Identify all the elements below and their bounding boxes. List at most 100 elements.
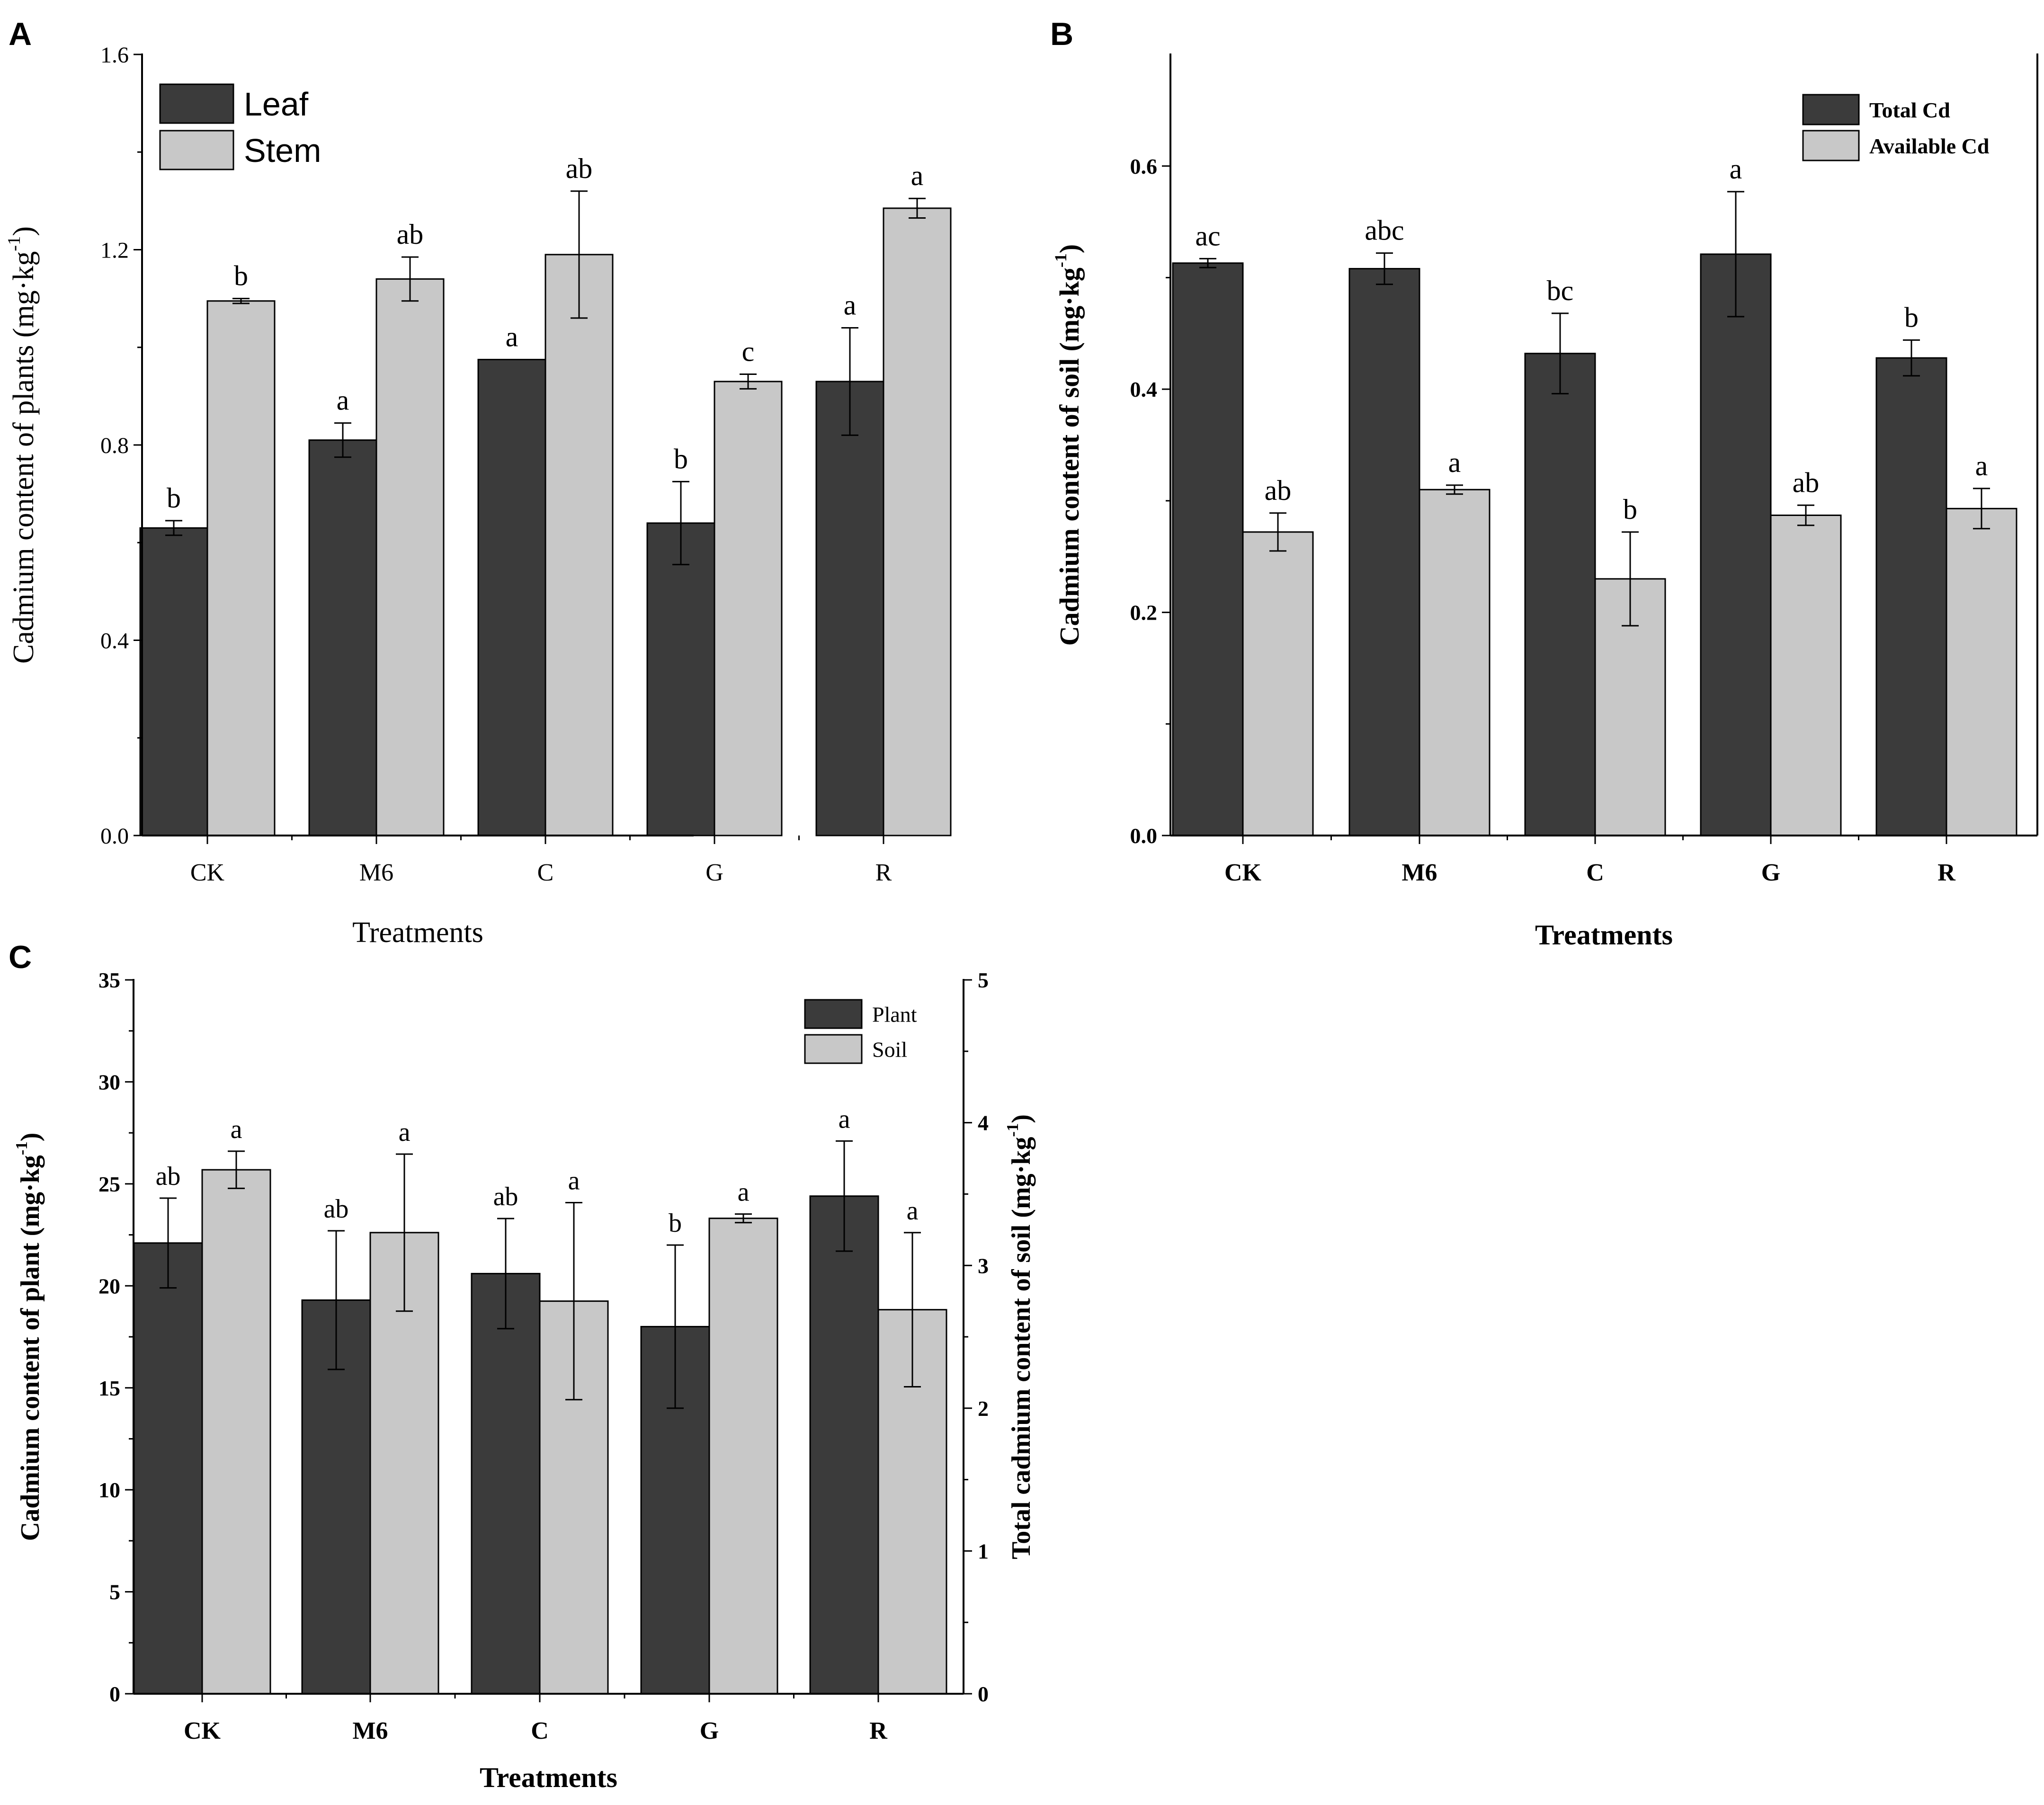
bar-stem-m6: [375, 278, 445, 836]
y-tick-label: 15: [98, 1376, 120, 1400]
bar-leaf-m6: [308, 439, 377, 836]
y-tick-label: 0.0: [1130, 824, 1158, 848]
x-axis-label: Treatments: [352, 916, 483, 949]
y-axis-label: Cadmium content of plant (mg·kg-1): [12, 1133, 45, 1541]
y-axis-label-superscript: -1: [12, 1141, 31, 1155]
significance-letter: a: [844, 290, 857, 321]
bar-plant-ck: [133, 1242, 203, 1695]
legend-swatch-available-cd: [1802, 130, 1860, 161]
significance-letter: a: [399, 1118, 411, 1147]
y2-axis-label-text: Total cadmium content of soil (mg·kg: [1007, 1137, 1036, 1559]
bar-stem-c: [544, 254, 614, 836]
significance-letter: a: [911, 160, 924, 191]
y-axis-label-superscript: -1: [4, 236, 24, 251]
x-axis-label: Treatments: [480, 1762, 617, 1793]
y2-tick-label: 2: [978, 1396, 989, 1421]
legend-swatch-total-cd: [1802, 94, 1860, 125]
y2-axis-label-superscript: -1: [1003, 1123, 1022, 1137]
significance-letter: bc: [1547, 275, 1574, 306]
x-axis-label: Treatments: [1535, 919, 1673, 951]
bar-available-cd-ck: [1242, 531, 1314, 836]
bar-plant-r: [809, 1195, 879, 1695]
bar-leaf-g: [646, 522, 715, 836]
y-tick-label: 20: [98, 1274, 120, 1298]
significance-letter: ab: [397, 219, 424, 250]
significance-letter: c: [742, 336, 755, 367]
significance-letter: ab: [324, 1194, 349, 1224]
y-tick-label: 5: [109, 1580, 120, 1604]
y-tick-label: 0.2: [1130, 601, 1158, 625]
x-tick-label-ck: CK: [184, 1717, 221, 1744]
y-axis-label-close: ): [8, 226, 40, 236]
y2-axis-label-close: ): [1007, 1114, 1036, 1123]
legend-label: Stem: [244, 132, 321, 169]
y-tick-label: 35: [98, 968, 120, 992]
bar-available-cd-g: [1770, 515, 1842, 836]
y-axis-label-superscript: -1: [1051, 253, 1070, 267]
bar-total-cd-m6: [1348, 268, 1420, 836]
y-tick-label: 1.2: [100, 238, 129, 263]
y-tick-label: 30: [98, 1070, 120, 1094]
bar-total-cd-r: [1875, 357, 1947, 836]
panel-c: Cab ab ab b a a a a a a 0 5 10 15 20 25 30 35 0 1 2 3 4 5 CK M6 C G…: [9, 939, 1036, 1793]
significance-letter: a: [506, 321, 518, 353]
legend-swatch-soil: [804, 1034, 863, 1064]
y2-tick-label: 4: [978, 1111, 989, 1135]
y2-tick-label: 0: [978, 1682, 989, 1706]
legend-label: Available Cd: [1869, 134, 1990, 158]
bar-total-cd-ck: [1172, 262, 1244, 836]
x-tick-label-g: G: [700, 1717, 719, 1744]
y-tick-label: 25: [98, 1172, 120, 1196]
x-tick-label-g: G: [705, 859, 723, 886]
significance-letter: a: [839, 1104, 850, 1134]
significance-letter: a: [231, 1115, 242, 1144]
y-tick-label: 0.6: [1130, 154, 1158, 178]
bar-plant-m6: [301, 1299, 371, 1695]
significance-letter: ab: [566, 153, 593, 184]
significance-letter: ab: [1793, 467, 1820, 498]
significance-letter: b: [1904, 302, 1919, 333]
y-tick-label: 10: [98, 1478, 120, 1502]
y-axis-label: Cadmium content of soil (mg·kg-1): [1051, 244, 1085, 646]
significance-letter: b: [167, 482, 181, 514]
x-tick-label-r: R: [1937, 859, 1956, 886]
x-tick-label-c: C: [537, 859, 554, 886]
panel-letter: C: [9, 939, 32, 975]
y-axis-label-close: ): [1054, 244, 1085, 253]
y-tick-label: 1.6: [100, 43, 129, 68]
x-tick-label-g: G: [1761, 859, 1780, 886]
y2-tick-label: 1: [978, 1539, 989, 1564]
y2-tick-label: 5: [978, 968, 989, 992]
significance-letter: a: [907, 1196, 919, 1226]
panel-letter: B: [1050, 16, 1073, 52]
significance-letter: ac: [1195, 220, 1220, 251]
significance-letter: a: [1448, 447, 1461, 478]
y-axis-label-text: Cadmium content of plant (mg·kg: [16, 1155, 45, 1541]
legend-swatch-plant: [804, 999, 863, 1029]
bar-stem-ck: [206, 300, 276, 836]
significance-letter: abc: [1365, 215, 1404, 246]
significance-letter: b: [674, 443, 688, 474]
legend-swatch-leaf: [159, 83, 234, 124]
bar-total-cd-c: [1524, 353, 1596, 836]
y-axis-label-text: Cadmium content of soil (mg·kg: [1054, 267, 1085, 646]
x-tick-label-m6: M6: [359, 859, 393, 886]
y-axis-label-text: Cadmium content of plants (mg·kg: [8, 251, 40, 664]
significance-letter: a: [1975, 450, 1988, 481]
significance-letter: b: [669, 1209, 682, 1238]
panel-letter: A: [9, 16, 32, 52]
x-tick-label-r: R: [875, 859, 892, 886]
bar-soil-ck: [201, 1169, 271, 1695]
bar-leaf-ck: [139, 527, 208, 836]
significance-letter: b: [1623, 494, 1637, 525]
y-tick-label: 0: [109, 1682, 120, 1706]
x-tick-label-ck: CK: [1224, 859, 1262, 886]
significance-letter: a: [568, 1166, 580, 1195]
bar-leaf-c: [477, 359, 546, 836]
bar-soil-g: [708, 1218, 778, 1695]
bar-plant-c: [471, 1272, 541, 1695]
y-tick-label: 0.8: [100, 433, 129, 458]
legend-label: Soil: [872, 1038, 907, 1062]
